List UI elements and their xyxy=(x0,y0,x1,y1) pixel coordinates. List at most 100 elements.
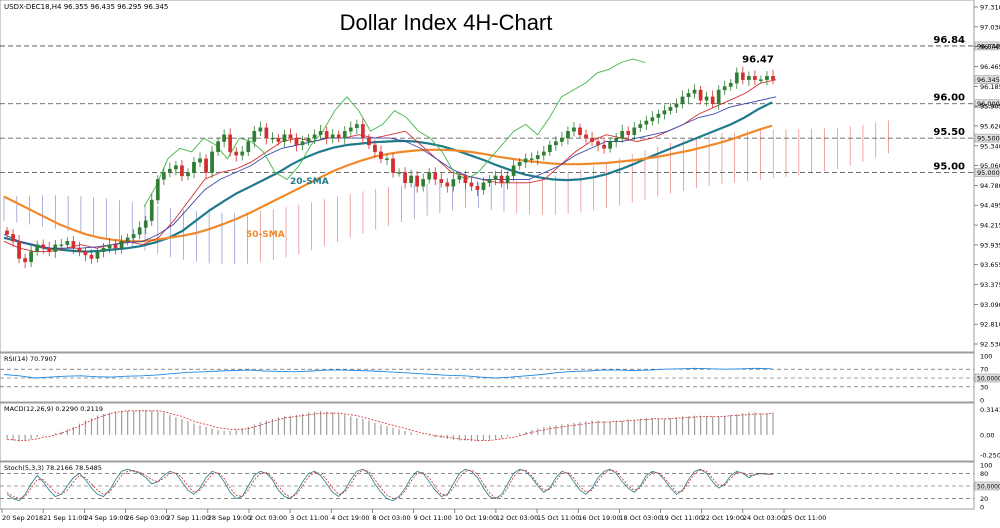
level-axis-box xyxy=(974,41,1000,51)
candle-body xyxy=(487,179,492,184)
candle-body xyxy=(204,158,208,173)
candle-body xyxy=(445,182,450,187)
candle-body xyxy=(771,76,775,80)
price-tick-label: 93.655 xyxy=(980,261,1000,269)
last-price-box xyxy=(974,75,1000,84)
candle-body xyxy=(59,244,64,246)
candle-body xyxy=(180,165,184,177)
ichimoku-cloud xyxy=(3,120,889,265)
candle-body xyxy=(168,168,172,173)
candle-body xyxy=(620,131,625,139)
rsi-current-box xyxy=(974,373,1000,383)
candle-body xyxy=(421,179,426,187)
candle-body xyxy=(216,141,220,153)
stoch-label: Stoch(5,3,3) 78.2166 78.5485 xyxy=(4,464,102,472)
candle-body xyxy=(535,155,540,159)
symbol-line: USDX-DEC18,H4 96.355 96.435 96.295 96.34… xyxy=(4,3,168,11)
rsi-line xyxy=(3,367,773,379)
candle-body xyxy=(143,220,148,228)
candle-body xyxy=(228,134,233,153)
stoch-current-box xyxy=(974,481,1000,491)
price-tick-label: 92.810 xyxy=(980,321,1000,329)
macd-tick-label: 0.00 xyxy=(980,431,994,439)
rsi-indicator: 100 70 30 0 50.0000 xyxy=(0,353,1000,405)
candle-body xyxy=(155,179,160,201)
candle-body xyxy=(686,93,691,98)
candle-body xyxy=(198,158,202,163)
candle-body xyxy=(367,137,371,146)
time-tick-label: 25 Oct 11:00 xyxy=(784,514,826,522)
time-tick-label: 15 Oct 11:00 xyxy=(537,514,579,522)
time-tick-label: 19 Oct 11:00 xyxy=(661,514,703,522)
candle-body xyxy=(17,241,21,259)
candle-body xyxy=(65,241,70,245)
time-tick-label: 4 Oct 19:00 xyxy=(331,514,369,522)
candle-body xyxy=(47,247,52,252)
price-tick-label: 95.060 xyxy=(980,162,1000,170)
candle-body xyxy=(282,134,287,142)
time-tick-label: 12 Oct 03:00 xyxy=(496,514,538,522)
candle-body xyxy=(517,161,522,166)
rsi-tick-label: 70 xyxy=(980,366,988,374)
price-tick-label: 95.340 xyxy=(980,142,1000,150)
time-tick-label: 24 Sep 19:00 xyxy=(84,514,127,522)
candle-body xyxy=(246,141,251,153)
stoch-current-label: 50.0000 xyxy=(977,484,1000,491)
candle-body xyxy=(95,251,100,259)
macd-panel xyxy=(0,402,975,462)
time-tick-label: 27 Sep 11:00 xyxy=(167,514,210,522)
time-tick-label: 16 Oct 19:00 xyxy=(578,514,620,522)
chart-title: Dollar Index 4H-Chart xyxy=(340,10,553,35)
candle-body xyxy=(638,124,643,128)
candle-body xyxy=(270,137,275,140)
last-price-label: 96.345 xyxy=(977,76,1000,84)
candle-body xyxy=(644,120,649,125)
candle-body xyxy=(728,82,733,87)
price-tick-label: 96.745 xyxy=(980,43,1000,51)
indicator-lines xyxy=(3,58,777,253)
candle-body xyxy=(373,144,377,153)
level-axis-label: 96.000 xyxy=(977,100,1000,108)
level-axis-box xyxy=(974,99,1000,108)
level-axis-label: 95.000 xyxy=(977,169,1000,177)
candle-body xyxy=(385,158,389,160)
candle-body xyxy=(753,76,757,80)
candle-body xyxy=(137,227,142,235)
time-tick-label: 9 Oct 11:00 xyxy=(414,514,452,522)
candle-body xyxy=(632,127,637,135)
stoch-line xyxy=(6,468,773,502)
price-axis: 97.310 97.030 96.745 96.465 96.185 95.905 95.6… xyxy=(974,4,1000,349)
time-tick-label: 24 Oct 03:00 xyxy=(743,514,785,522)
candle-body xyxy=(258,127,263,132)
candle-body xyxy=(680,96,685,104)
candle-body xyxy=(463,175,468,184)
price-tick-label: 97.310 xyxy=(980,4,1000,12)
candle-body xyxy=(379,151,383,159)
price-panel xyxy=(0,0,975,353)
candle-body xyxy=(704,96,709,101)
candle-body xyxy=(403,172,407,184)
candlesticks xyxy=(5,66,775,269)
candle-body xyxy=(125,237,130,242)
candle-body xyxy=(234,151,239,156)
candle-body xyxy=(698,89,703,101)
level-axis-box xyxy=(974,133,1000,143)
rsi-label: RSI(14) 70.7907 xyxy=(4,355,57,363)
candle-body xyxy=(149,199,154,221)
price-tick-label: 92.530 xyxy=(980,341,1000,349)
rsi-current-label: 50.0000 xyxy=(977,376,1000,383)
candle-body xyxy=(765,76,769,80)
candle-body xyxy=(511,165,516,177)
candle-body xyxy=(53,244,58,252)
candle-body xyxy=(409,175,413,184)
line-kijun xyxy=(3,96,777,249)
candle-body xyxy=(457,175,462,180)
candle-body xyxy=(692,89,697,94)
candle-body xyxy=(602,144,606,149)
time-tick-label: 20 Sep 2018 xyxy=(2,514,43,522)
candle-body xyxy=(107,244,112,249)
candle-body xyxy=(342,131,347,139)
